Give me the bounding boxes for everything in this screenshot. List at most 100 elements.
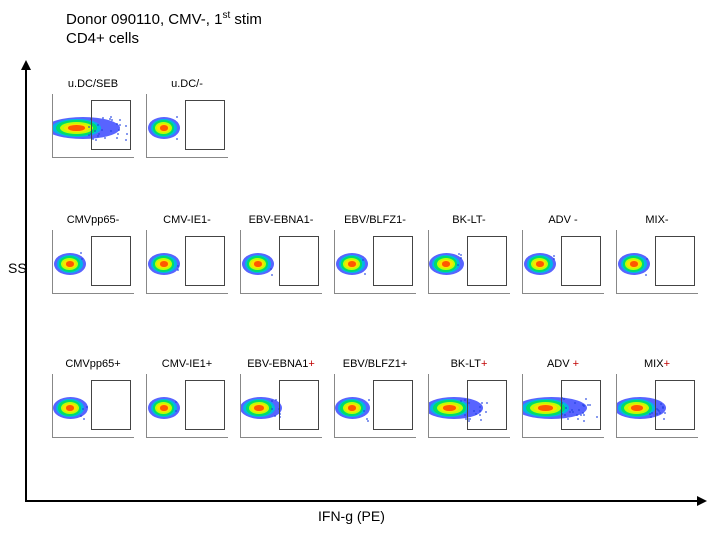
plot-wrap: 0.36 (146, 230, 228, 294)
panel-title-pos: + (114, 358, 120, 370)
panel-title-pre: CMV-IE1 (162, 358, 206, 370)
plot-wrap: 4.20 (428, 374, 510, 438)
plot-wrap: 0.56 (52, 374, 134, 438)
plot-wrap: 0.69 (428, 230, 510, 294)
panel-title: MIX+ (616, 358, 698, 372)
gate-box (467, 380, 507, 430)
panel-title-pos: + (664, 358, 670, 370)
panel-title: u.DC/- (146, 78, 228, 92)
gate-box (91, 380, 131, 430)
panel-title-pre: EBV/BLFZ1- (344, 214, 406, 226)
plot-wrap: 0.52 (334, 374, 416, 438)
facs-panel: ADV -0.30 (522, 214, 604, 294)
gate-box (279, 380, 319, 430)
panel-title-pre: BK-LT (451, 358, 481, 370)
panel-title: CMVpp65- (52, 214, 134, 228)
panel-title-pre: CMVpp65- (67, 214, 120, 226)
panel-title-pre: CMVpp65 (65, 358, 114, 370)
panel-title-pos: + (308, 358, 314, 370)
plot-wrap: 0.34 (240, 230, 322, 294)
panel-title-pos: + (206, 358, 212, 370)
scatter-plot (146, 374, 228, 438)
gate-box (373, 380, 413, 430)
panel-title-pre: u.DC/SEB (68, 78, 118, 90)
facs-panel: EBV/BLFZ1- 0.41 (334, 214, 416, 294)
plot-wrap: 3.26 (616, 374, 698, 438)
panel-title: MIX- (616, 214, 698, 228)
gate-box (91, 100, 131, 150)
panel-title: EBV/BLFZ1+ (334, 358, 416, 372)
scatter-plot (522, 374, 604, 438)
panel-title-pre: BK-LT- (452, 214, 485, 226)
scatter-plot (334, 230, 416, 294)
figure-title-line2: CD4+ cells (66, 30, 139, 47)
scatter-plot (616, 230, 698, 294)
x-axis-arrow (25, 500, 705, 502)
facs-panel: u.DC/-0.39 (146, 78, 228, 158)
scatter-plot (52, 94, 134, 158)
facs-panel: CMV-IE1+0.40 (146, 358, 228, 438)
plot-wrap: 1.69 (240, 374, 322, 438)
scatter-plot (146, 230, 228, 294)
facs-panel: CMV-IE1- 0.36 (146, 214, 228, 294)
panel-title-pos: + (573, 358, 579, 370)
plot-wrap: 0.39 (52, 230, 134, 294)
panel-title-pre: u.DC/- (171, 78, 203, 90)
panel-title-pre: CMV-IE1- (163, 214, 211, 226)
scatter-plot (334, 374, 416, 438)
y-axis-arrow (25, 62, 27, 502)
panel-title: EBV-EBNA1- (240, 214, 322, 228)
panel-title-pre: MIX (644, 358, 664, 370)
facs-panel: ADV +7.80 (522, 358, 604, 438)
gate-box (561, 236, 601, 286)
facs-panel: EBV-EBNA1+1.69 (240, 358, 322, 438)
panel-title-pre: EBV-EBNA1 (247, 358, 308, 370)
scatter-plot (616, 374, 698, 438)
panel-title: BK-LT- (428, 214, 510, 228)
x-axis-label: IFN-g (PE) (318, 508, 385, 524)
gate-box (185, 100, 225, 150)
panel-title: EBV-EBNA1+ (240, 358, 322, 372)
facs-panel: u.DC/SEB 8.66 (52, 78, 134, 158)
facs-panel: CMVpp65+0.56 (52, 358, 134, 438)
facs-panel: EBV-EBNA1- 0.34 (240, 214, 322, 294)
gate-box (279, 236, 319, 286)
gate-box (467, 236, 507, 286)
facs-panel: MIX- 0.28 (616, 214, 698, 294)
gate-box (655, 236, 695, 286)
facs-panel: BK-LT+4.20 (428, 358, 510, 438)
scatter-plot (428, 230, 510, 294)
plot-wrap: 0.41 (334, 230, 416, 294)
gate-box (655, 380, 695, 430)
panel-title-pre: EBV/BLFZ1 (343, 358, 401, 370)
gate-box (91, 236, 131, 286)
panel-title: BK-LT+ (428, 358, 510, 372)
scatter-plot (428, 374, 510, 438)
plot-wrap: 8.66 (52, 94, 134, 158)
gate-box (561, 380, 601, 430)
panel-title-pre: ADV (547, 358, 573, 370)
plot-wrap: 0.40 (146, 374, 228, 438)
facs-panel: EBV/BLFZ1+ 0.52 (334, 358, 416, 438)
scatter-plot (52, 230, 134, 294)
panel-title: ADV - (522, 214, 604, 228)
panel-title: CMVpp65+ (52, 358, 134, 372)
panel-title-pre: MIX- (645, 214, 668, 226)
panel-title-pre: ADV - (548, 214, 577, 226)
scatter-plot (52, 374, 134, 438)
scatter-plot (146, 94, 228, 158)
scatter-plot (240, 374, 322, 438)
plot-wrap: 7.80 (522, 374, 604, 438)
gate-box (373, 236, 413, 286)
facs-panel: CMVpp65- 0.39 (52, 214, 134, 294)
panel-title: u.DC/SEB (52, 78, 134, 92)
panel-title-pos: + (481, 358, 487, 370)
panel-title: ADV + (522, 358, 604, 372)
plot-wrap: 0.28 (616, 230, 698, 294)
title-text: Donor 090110, CMV-, 1 (66, 11, 222, 28)
scatter-plot (240, 230, 322, 294)
gate-box (185, 380, 225, 430)
panel-title: EBV/BLFZ1- (334, 214, 416, 228)
panel-title: CMV-IE1- (146, 214, 228, 228)
panel-title: CMV-IE1+ (146, 358, 228, 372)
